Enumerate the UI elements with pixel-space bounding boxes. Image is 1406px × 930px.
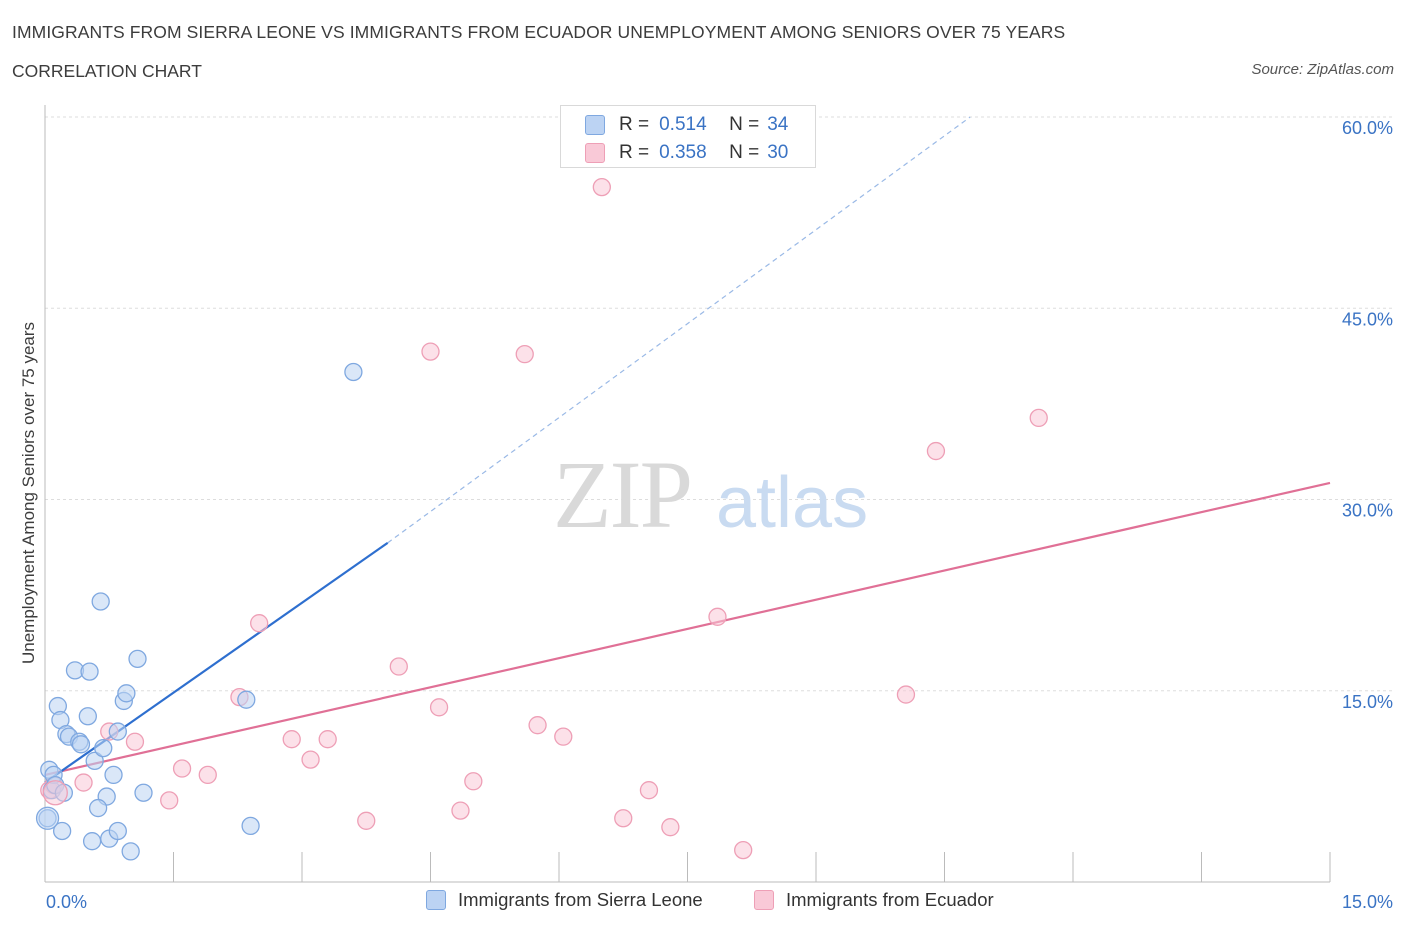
ecuador-point	[357, 811, 376, 830]
legend-item-sierra-leone[interactable]: Immigrants from Sierra Leone	[426, 889, 703, 911]
sierra-leone-point	[108, 722, 127, 741]
y-tick-label: 15.0%	[1342, 692, 1393, 712]
watermark-atlas: atlas	[716, 463, 868, 543]
r-label: R =	[619, 114, 650, 135]
sierra-leone-point	[121, 842, 140, 861]
legend-label: Immigrants from Sierra Leone	[458, 889, 703, 910]
tick-labels: 15.0% 30.0% 45.0% 60.0% 0.0% 15.0%	[46, 118, 1393, 912]
legend-label: Immigrants from Ecuador	[786, 889, 994, 910]
y-tick-label: 45.0%	[1342, 309, 1393, 329]
x-tick-label: 0.0%	[46, 892, 87, 912]
n-value: 30	[767, 142, 789, 163]
axes	[44, 105, 1331, 883]
ecuador-point	[639, 781, 659, 800]
sierra-leone-swatch	[585, 115, 605, 135]
sierra-leone-trend-extension	[387, 116, 971, 544]
ecuador-point	[1029, 408, 1048, 428]
ecuador-point	[301, 750, 320, 769]
sierra-leone-point	[91, 592, 110, 611]
y-tick-label: 30.0%	[1342, 501, 1393, 521]
correlation-stats-box: R = 0.514 N = 34 R = 0.358 N = 30	[560, 105, 816, 168]
ecuador-point	[429, 698, 449, 717]
watermark: ZIP atlas	[553, 441, 868, 548]
ecuador-point	[250, 614, 269, 633]
sierra-leone-point-large	[35, 806, 60, 830]
ecuador-point	[592, 177, 611, 197]
ecuador-point	[528, 716, 547, 735]
sierra-leone-point	[94, 738, 113, 758]
r-value: 0.358	[659, 142, 707, 163]
ecuador-point	[734, 840, 753, 860]
data-points	[35, 177, 1048, 861]
ecuador-point	[125, 732, 145, 751]
chart-subtitle: CORRELATION CHART	[12, 61, 202, 81]
sierra-leone-point	[128, 649, 147, 669]
sierra-leone-point	[85, 751, 104, 771]
sierra-leone-point	[134, 783, 153, 802]
sierra-leone-point	[78, 707, 97, 726]
ecuador-point	[160, 791, 179, 810]
ecuador-point	[896, 685, 916, 704]
ecuador-point	[451, 801, 470, 820]
ecuador-swatch	[585, 143, 605, 163]
r-value: 0.514	[659, 114, 707, 135]
gridlines	[45, 116, 1395, 692]
sierra-leone-point	[237, 690, 256, 709]
ecuador-point	[464, 772, 483, 791]
sierra-leone-point	[88, 798, 108, 818]
ecuador-point	[515, 344, 534, 364]
x-tick-label: 15.0%	[1342, 892, 1393, 912]
ecuador-swatch	[754, 890, 774, 910]
sierra-leone-point	[344, 362, 363, 382]
y-tick-label: 60.0%	[1342, 118, 1393, 138]
ecuador-point	[172, 759, 192, 778]
stats-row-sierra-leone: R = 0.514 N = 34	[585, 113, 788, 137]
ecuador-point	[421, 342, 440, 361]
stats-row-ecuador: R = 0.358 N = 30	[585, 141, 788, 165]
source-label: Source: ZipAtlas.com	[1251, 61, 1394, 78]
ecuador-point	[389, 657, 408, 676]
ecuador-point	[708, 607, 727, 626]
sierra-leone-point	[80, 662, 99, 681]
ecuador-point-large	[42, 780, 68, 806]
n-value: 34	[767, 114, 789, 135]
n-label: N =	[729, 114, 760, 135]
r-label: R =	[619, 142, 650, 163]
ecuador-point	[74, 773, 93, 792]
ecuador-point	[661, 818, 680, 837]
chart-title: IMMIGRANTS FROM SIERRA LEONE VS IMMIGRAN…	[12, 22, 1066, 42]
chart-legend: Immigrants from Sierra Leone Immigrants …	[0, 889, 1406, 915]
ecuador-point	[554, 727, 573, 746]
sierra-leone-point	[108, 821, 127, 841]
sierra-leone-point	[52, 821, 72, 841]
sierra-leone-point	[241, 816, 260, 836]
sierra-leone-point	[82, 832, 102, 851]
ecuador-point	[614, 809, 633, 828]
sierra-leone-point	[104, 765, 123, 785]
ecuador-point	[282, 730, 301, 749]
sierra-leone-point	[117, 684, 136, 703]
ecuador-trend-line	[44, 481, 1331, 776]
legend-item-ecuador[interactable]: Immigrants from Ecuador	[754, 889, 994, 911]
watermark-zip: ZIP	[553, 441, 691, 548]
n-label: N =	[729, 142, 760, 163]
sierra-leone-point	[71, 735, 91, 754]
sierra-leone-swatch	[426, 890, 446, 910]
ecuador-point	[318, 730, 337, 749]
ecuador-point	[198, 765, 217, 785]
ecuador-point	[926, 441, 946, 461]
y-axis-label: Unemployment Among Seniors over 75 years	[19, 321, 38, 665]
